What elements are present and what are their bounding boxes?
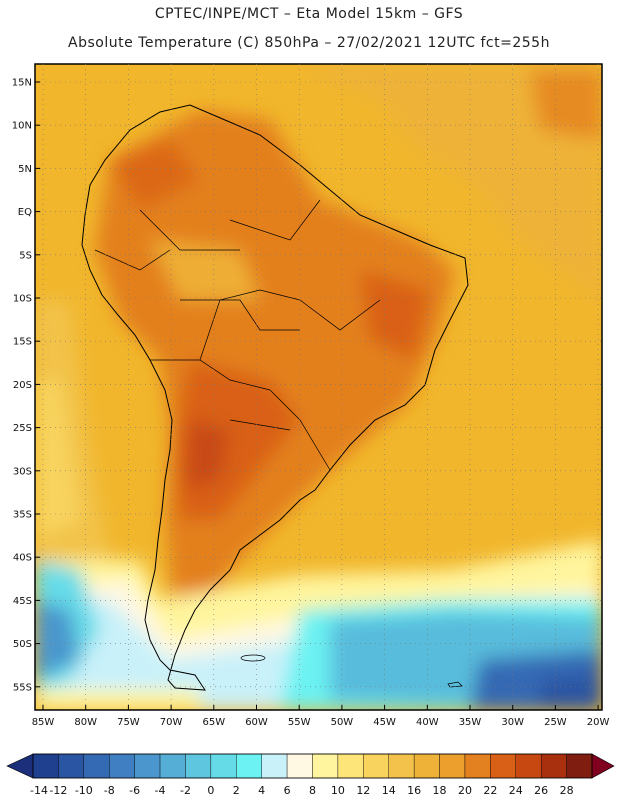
colorbar-label: 22 (483, 784, 497, 797)
map-subtitle: Absolute Temperature (C) 850hPa – 27/02/… (68, 35, 550, 51)
colorbar-segment (261, 753, 288, 779)
colorbar-segment (134, 753, 161, 779)
lon-label: 35W (459, 717, 482, 728)
lat-label: 10N (12, 121, 32, 132)
colorbar-label: -10 (75, 784, 93, 797)
colorbar-segment (388, 753, 415, 779)
colorbar-segment (312, 753, 339, 779)
colorbar-label: -4 (155, 784, 166, 797)
lon-label: 70W (160, 717, 183, 728)
colorbar-segment (32, 753, 59, 779)
map-frame (34, 63, 603, 711)
lat-label: 35S (13, 510, 32, 521)
lon-label: 60W (245, 717, 268, 728)
lat-label: 20S (13, 380, 32, 391)
colorbar-segment (210, 753, 237, 779)
lon-label: 25W (544, 717, 567, 728)
colorbar-label: 28 (560, 784, 574, 797)
lon-label: 55W (288, 717, 311, 728)
colorbar-segment (566, 753, 593, 779)
lon-label: 65W (202, 717, 225, 728)
colorbar-label: 0 (207, 784, 214, 797)
lon-label: 20W (587, 717, 610, 728)
colorbar-label: -8 (104, 784, 115, 797)
colorbar-label: 10 (331, 784, 345, 797)
lon-label: 30W (501, 717, 524, 728)
colorbar-segment (58, 753, 85, 779)
colorbar-segment (490, 753, 516, 779)
lat-label: 30S (13, 466, 32, 477)
colorbar-segment (159, 753, 186, 779)
map-title: CPTEC/INPE/MCT – Eta Model 15km – GFS (154, 6, 464, 22)
colorbar-segment (464, 753, 491, 779)
colorbar-label: -14 (30, 784, 48, 797)
colorbar-segment (109, 753, 135, 779)
lat-label: 5N (18, 164, 32, 175)
colorbar-over-arrow (591, 753, 615, 779)
colorbar-label: 18 (433, 784, 447, 797)
lat-label: 25S (13, 423, 32, 434)
lat-label: 10S (13, 294, 32, 305)
lat-label: 55S (13, 682, 32, 693)
colorbar-label: 24 (509, 784, 523, 797)
lon-label: 50W (331, 717, 354, 728)
longitude-labels: 85W 80W 75W 70W 65W 60W 55W 50W 45W 40W 35W 30W 25W 2… (32, 717, 610, 728)
colorbar-label: 16 (407, 784, 421, 797)
colorbar-segment (540, 753, 567, 779)
colorbar-label: 8 (309, 784, 316, 797)
lon-label: 80W (74, 717, 97, 728)
colorbar-label: -6 (129, 784, 140, 797)
colorbar-segment (185, 753, 212, 779)
colorbar-label: 2 (233, 784, 240, 797)
colorbar-label: 12 (356, 784, 370, 797)
colorbar-label: -12 (49, 784, 67, 797)
lon-label: 75W (117, 717, 140, 728)
lon-label: 45W (373, 717, 396, 728)
colorbar-label: 26 (534, 784, 548, 797)
colorbar-segment (337, 753, 364, 779)
lat-label: 50S (13, 639, 32, 650)
colorbar-label: 4 (258, 784, 265, 797)
latitude-labels: 15N 10N 5N EQ 5S 10S 15S 20S 25S 30S 35S 40S 45S 50S 5… (12, 78, 32, 694)
coastline (81, 104, 469, 691)
lon-label: 85W (32, 717, 55, 728)
colorbar-label: 6 (284, 784, 291, 797)
lat-label: 45S (13, 596, 32, 607)
colorbar-segment (83, 753, 110, 779)
lat-label: 15N (12, 78, 32, 89)
colorbar-segment (439, 753, 466, 779)
temperature-field (35, 64, 602, 710)
lon-label: 40W (416, 717, 439, 728)
lat-label: EQ (18, 207, 32, 218)
colorbar-under-arrow (6, 753, 34, 779)
lat-label: 5S (19, 250, 32, 261)
graticule (35, 64, 602, 710)
country-borders (94, 199, 381, 471)
lat-label: 15S (13, 337, 32, 348)
colorbar-segment (413, 753, 440, 779)
lat-label: 40S (13, 553, 32, 564)
colorbar-label: -2 (180, 784, 191, 797)
colorbar-label: 20 (458, 784, 472, 797)
colorbar: -14 -12 -10 -8 -6 -4 -2 0 2 4 6 8 10 12 14 16 18 20 22 24 26… (6, 753, 615, 797)
colorbar-label: 14 (382, 784, 396, 797)
colorbar-segment (363, 753, 389, 779)
colorbar-segment (236, 753, 262, 779)
colorbar-segment (515, 753, 542, 779)
colorbar-segment (286, 753, 313, 779)
